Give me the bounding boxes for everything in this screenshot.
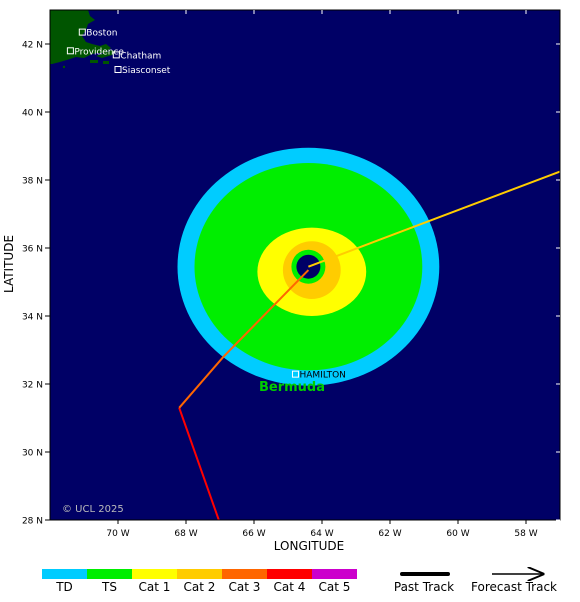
legend-swatch-cat-3 — [222, 569, 267, 579]
legend-swatch-cat-2 — [177, 569, 222, 579]
x-axis: 70 W 68 W 66 W 64 W 62 W 60 W 58 W — [106, 10, 538, 539]
place-label-providence: Providence — [74, 47, 124, 57]
place-label-hamilton: HAMILTON — [299, 371, 345, 381]
legend-label-cat-4: Cat 4 — [274, 580, 306, 594]
x-tick-label: 62 W — [378, 529, 401, 539]
past-track-label: Past Track — [394, 580, 454, 594]
y-tick-label: 36 N — [22, 245, 43, 255]
legend-swatch-td — [42, 569, 87, 579]
past-track-segment — [178, 356, 225, 409]
nantucket — [103, 61, 109, 64]
legend-label-cat-1: Cat 1 — [139, 580, 171, 594]
place-label-chatham: Chatham — [120, 51, 161, 61]
legend-label-td: TD — [55, 580, 73, 594]
y-tick-label: 42 N — [22, 41, 43, 51]
place-label-siasconset: Siasconset — [122, 66, 171, 76]
x-axis-title: LONGITUDE — [274, 539, 344, 553]
legend-swatch-cat-5 — [312, 569, 357, 579]
x-tick-label: 68 W — [174, 529, 197, 539]
place-marker-boston — [78, 28, 86, 36]
past-track-segment — [222, 269, 310, 358]
legend-label-cat-5: Cat 5 — [319, 580, 351, 594]
x-tick-label: 58 W — [514, 529, 537, 539]
wind-field — [177, 147, 440, 386]
y-tick-label: 38 N — [22, 177, 43, 187]
y-tick-label: 30 N — [22, 449, 43, 459]
land-new-england — [50, 10, 111, 64]
x-tick-label: 70 W — [106, 529, 129, 539]
legend-swatch-ts — [87, 569, 132, 579]
place-label-boston: Boston — [86, 29, 117, 39]
marthas-vineyard — [90, 60, 98, 63]
y-tick-label: 28 N — [22, 517, 43, 527]
y-axis: 42 N 40 N 38 N 36 N 34 N 32 N 30 N 28 N — [22, 41, 560, 527]
legend-swatch-cat-4 — [267, 569, 312, 579]
place-marker-chatham — [112, 51, 120, 59]
y-tick-label: 40 N — [22, 109, 43, 119]
x-tick-label: 66 W — [242, 529, 265, 539]
place-marker-providence — [66, 47, 74, 55]
legend-label-ts: TS — [101, 580, 117, 594]
place-marker-siasconset — [114, 66, 122, 73]
y-axis-title: LATITUDE — [2, 235, 16, 293]
y-tick-label: 32 N — [22, 381, 43, 391]
storm-tracks — [178, 170, 560, 520]
x-tick-label: 64 W — [310, 529, 333, 539]
block-island — [62, 65, 66, 69]
forecast-track-label: Forecast Track — [471, 580, 557, 594]
forecast-track-segment — [308, 170, 560, 268]
cape-cod — [96, 50, 116, 58]
copyright-text: © UCL 2025 — [62, 504, 124, 515]
place-marker-hamilton — [291, 370, 299, 378]
legend-label-cat-3: Cat 3 — [229, 580, 261, 594]
island-label: Bermuda — [259, 380, 325, 395]
plot-frame — [49, 9, 561, 521]
x-tick-label: 60 W — [446, 529, 469, 539]
legend-label-cat-2: Cat 2 — [184, 580, 216, 594]
category-legend: TD TS Cat 1 Cat 2 Cat 3 Cat 4 Cat 5 — [42, 569, 357, 594]
y-tick-label: 34 N — [22, 313, 43, 323]
past-track-segment — [178, 407, 220, 520]
legend-swatch-cat-1 — [132, 569, 177, 579]
